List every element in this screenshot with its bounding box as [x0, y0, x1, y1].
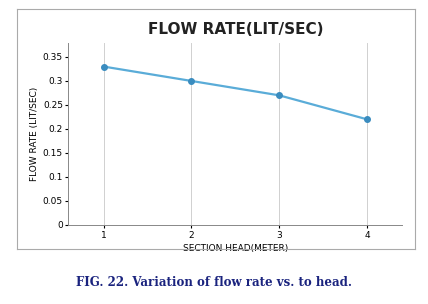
X-axis label: SECTION HEAD(METER): SECTION HEAD(METER): [183, 244, 288, 253]
Y-axis label: FLOW RATE (LIT/SEC): FLOW RATE (LIT/SEC): [30, 87, 39, 181]
Title: FLOW RATE(LIT/SEC): FLOW RATE(LIT/SEC): [148, 22, 323, 37]
Text: FIG. 22. Variation of flow rate vs. to head.: FIG. 22. Variation of flow rate vs. to h…: [76, 276, 352, 289]
